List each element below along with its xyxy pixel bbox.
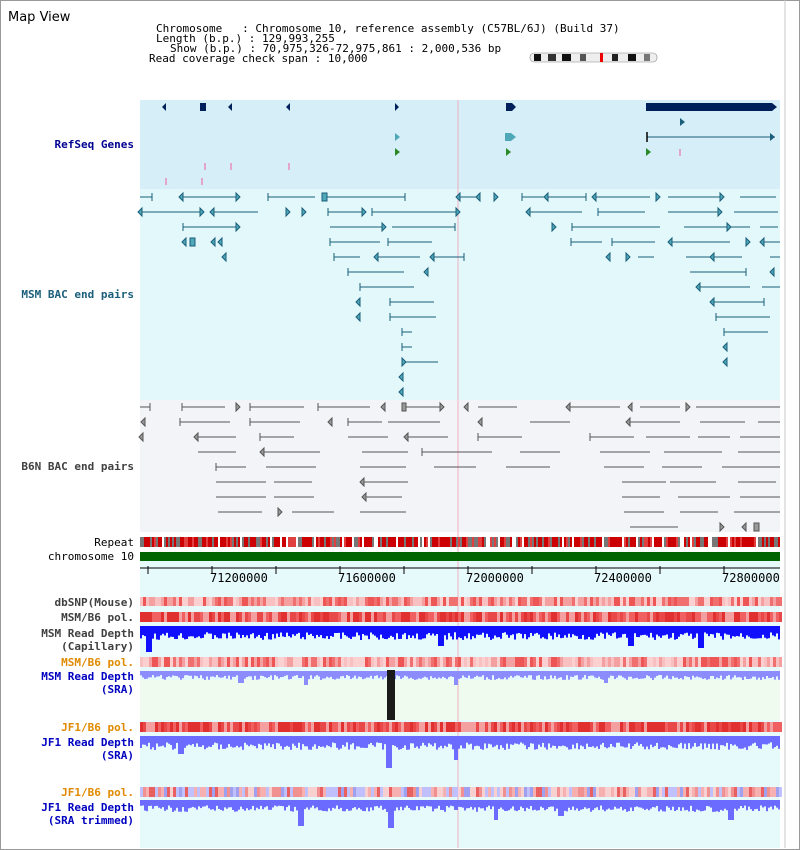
refseq-gene-features[interactable] xyxy=(162,103,777,185)
track-label-msm-read-depth-sra-2: (SRA) xyxy=(100,683,134,696)
coverage-value: : 10,000 xyxy=(314,52,368,65)
track-label-msm-b6-pol-2[interactable]: MSM/B6 pol. xyxy=(61,656,134,669)
track-label-b6n-bac[interactable]: B6N BAC end pairs xyxy=(21,460,134,473)
track-label-jf1-read-depth-sra-2: (SRA) xyxy=(100,749,134,762)
chromosome-value: : Chromosome 10, reference assembly (C57… xyxy=(242,22,620,35)
track-label-jf1-b6-pol-2[interactable]: JF1/B6 pol. xyxy=(61,786,134,799)
axis-tick-72800000: 72800000 xyxy=(722,571,780,585)
repeat-track[interactable] xyxy=(140,537,780,547)
track-label-dbsnp[interactable]: dbSNP(Mouse) xyxy=(54,596,134,609)
position-axis xyxy=(140,566,780,574)
show-info: Show (b.p.) : 70,975,326-72,975,861 : 2,… xyxy=(170,32,501,54)
msm-bac-track-bg xyxy=(140,189,780,400)
refseq-track-bg xyxy=(140,100,780,189)
coverage-key: Read coverage check span xyxy=(149,52,308,65)
coverage-info: Read coverage check span : 10,000 xyxy=(149,42,368,64)
sra-depth-bg xyxy=(140,680,780,720)
track-label-msm-read-depth-cap-1[interactable]: MSM Read Depth xyxy=(41,627,134,640)
axis-tick-72400000: 72400000 xyxy=(594,571,652,585)
msm-sra-depth-peak[interactable] xyxy=(387,670,395,720)
show-value: : 70,975,326-72,975,861 : 2,000,536 bp xyxy=(249,42,502,55)
axis-tick-72000000: 72000000 xyxy=(466,571,524,585)
track-label-jf1-read-depth-trim-2: (SRA trimmed) xyxy=(47,814,134,827)
axis-tick-71200000: 71200000 xyxy=(210,571,268,585)
track-label-msm-read-depth-cap-2: (Capillary) xyxy=(61,640,134,653)
length-value: : 129,993,255 xyxy=(248,32,335,45)
variation-tracks[interactable] xyxy=(140,597,782,828)
track-label-msm-b6-pol-1[interactable]: MSM/B6 pol. xyxy=(61,611,134,624)
page-title: Map View xyxy=(8,10,71,25)
show-key: Show (b.p.) xyxy=(170,42,243,55)
track-label-jf1-read-depth-sra-1[interactable]: JF1 Read Depth xyxy=(41,736,134,749)
length-info: Length (b.p.) : 129,993,255 xyxy=(156,22,335,44)
chromosome-key: Chromosome xyxy=(156,22,243,35)
chromosome-bar[interactable] xyxy=(140,552,780,561)
length-key: Length (b.p.) xyxy=(156,32,243,45)
track-label-repeat[interactable]: Repeat xyxy=(94,536,134,549)
b6n-bac-pairs[interactable] xyxy=(138,401,780,533)
chromosome-info: Chromosome : Chromosome 10, reference as… xyxy=(156,12,620,34)
axis-tick-71600000: 71600000 xyxy=(338,571,396,585)
chromosome-ideogram[interactable] xyxy=(529,52,658,63)
track-label-refseq-genes[interactable]: RefSeq Genes xyxy=(54,138,134,151)
track-label-jf1-b6-pol-1[interactable]: JF1/B6 pol. xyxy=(61,721,134,734)
track-label-msm-read-depth-sra-1[interactable]: MSM Read Depth xyxy=(41,670,134,683)
track-label-jf1-read-depth-trim-1[interactable]: JF1 Read Depth xyxy=(41,801,134,814)
msm-bac-pairs[interactable] xyxy=(137,191,780,398)
track-label-chromosome[interactable]: chromosome 10 xyxy=(47,550,134,563)
track-label-msm-bac[interactable]: MSM BAC end pairs xyxy=(21,288,134,301)
